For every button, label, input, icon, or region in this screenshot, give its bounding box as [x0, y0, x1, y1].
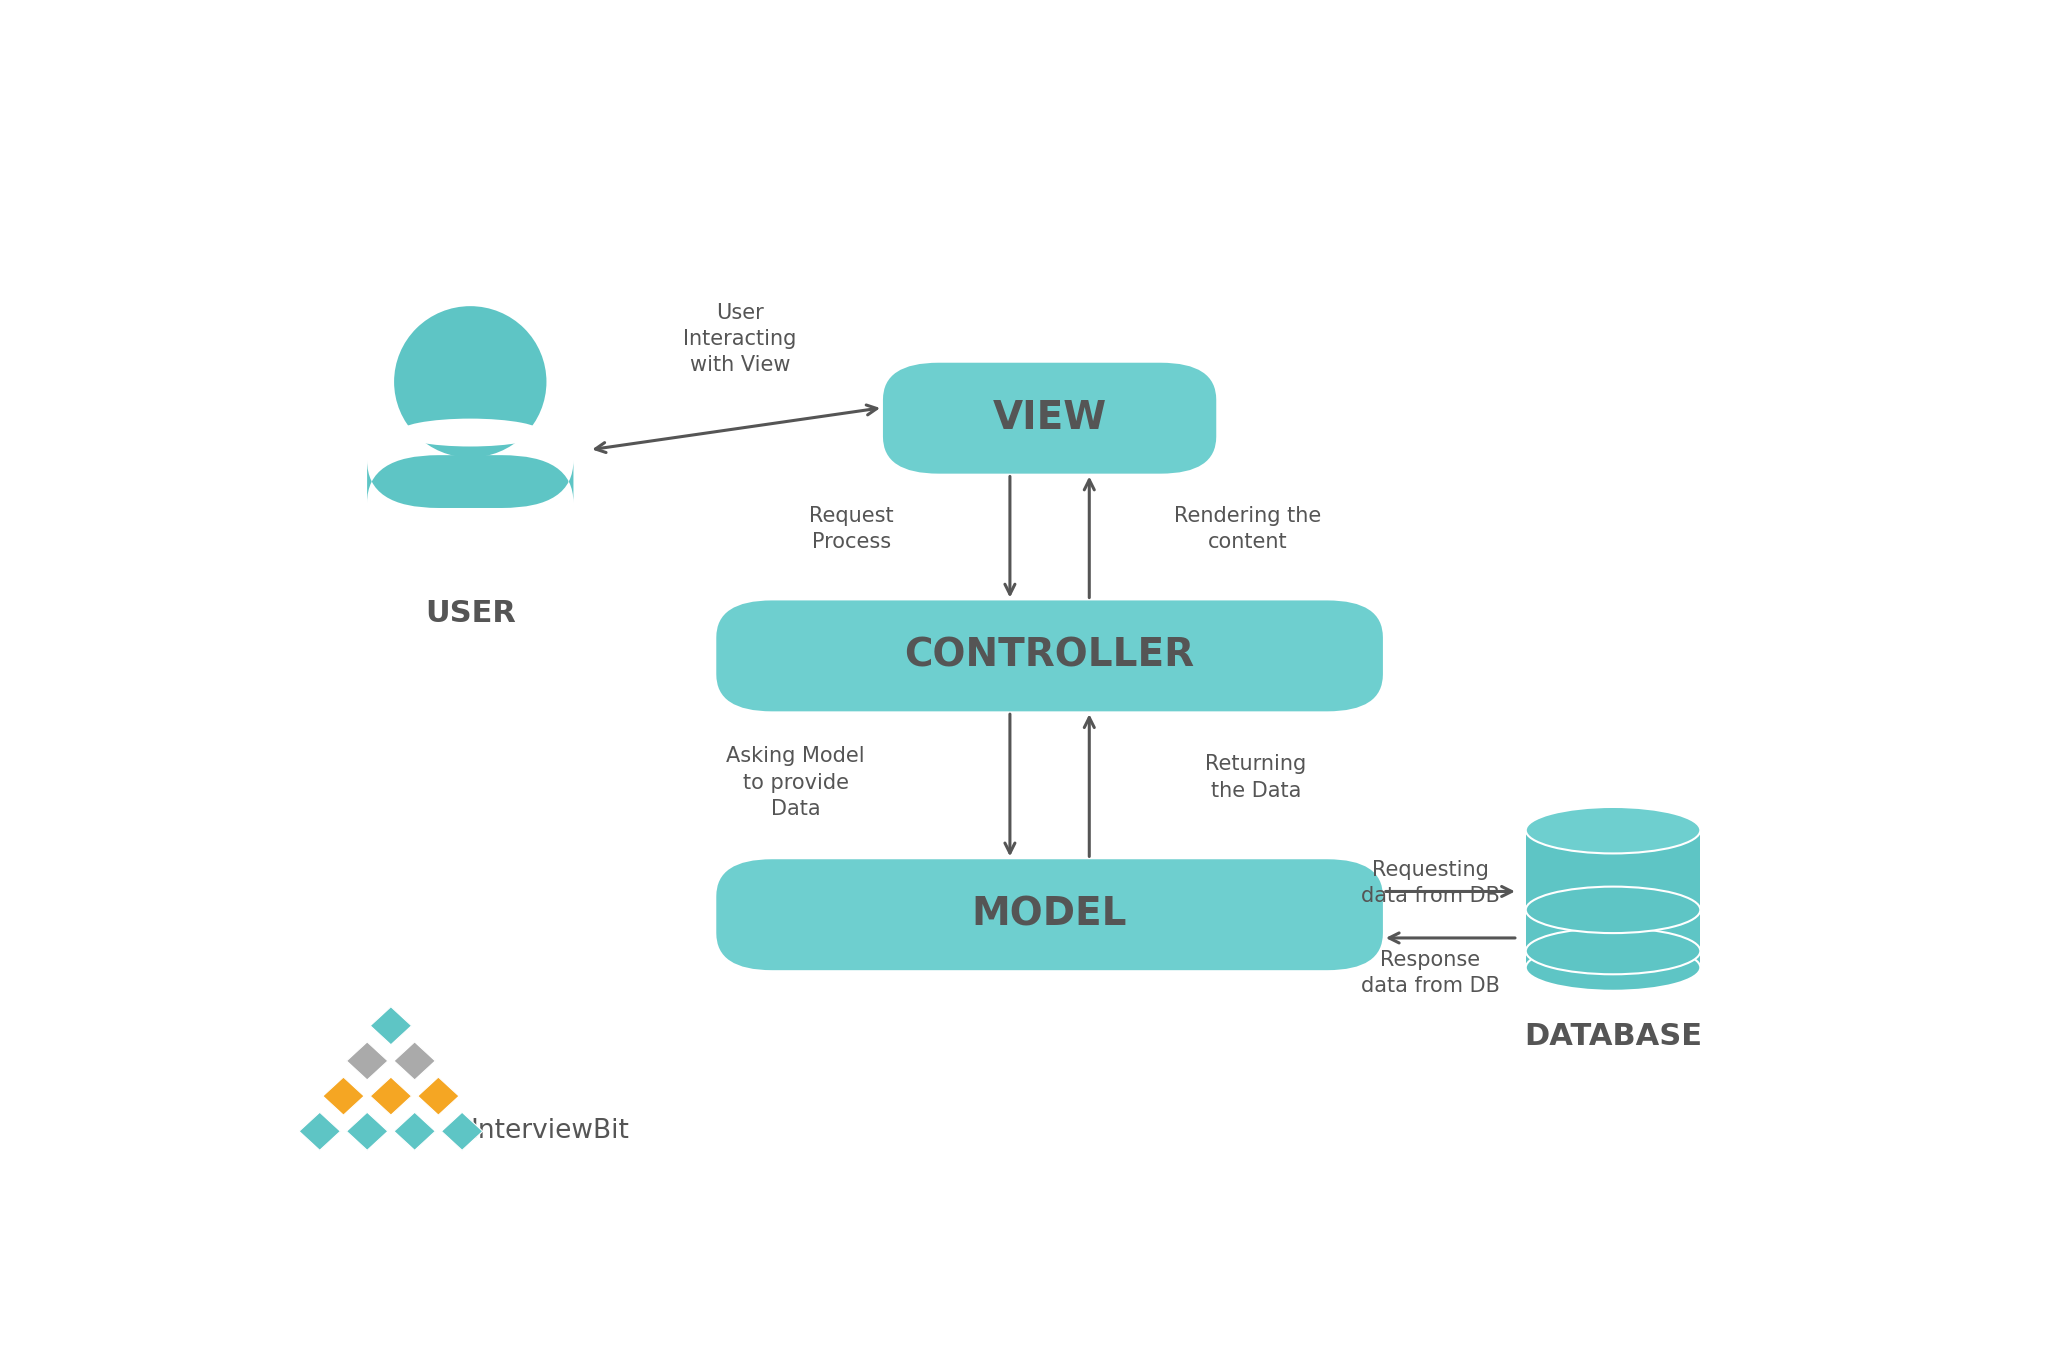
Ellipse shape	[397, 418, 543, 446]
Text: VIEW: VIEW	[993, 399, 1106, 438]
Text: MODEL: MODEL	[973, 896, 1126, 934]
Ellipse shape	[1526, 944, 1700, 991]
Text: Returning
the Data: Returning the Data	[1206, 755, 1307, 801]
Polygon shape	[299, 1113, 340, 1150]
Text: Rendering the
content: Rendering the content	[1174, 506, 1321, 553]
Polygon shape	[324, 1077, 365, 1115]
Polygon shape	[418, 1077, 459, 1115]
Text: Response
data from DB: Response data from DB	[1362, 949, 1499, 996]
Polygon shape	[442, 1113, 483, 1150]
Ellipse shape	[393, 306, 547, 457]
Polygon shape	[371, 1077, 412, 1115]
Text: Asking Model
to provide
Data: Asking Model to provide Data	[727, 746, 864, 819]
Ellipse shape	[1526, 807, 1700, 853]
FancyBboxPatch shape	[717, 601, 1382, 711]
Text: DATABASE: DATABASE	[1524, 1022, 1702, 1051]
Polygon shape	[393, 1113, 436, 1150]
Text: CONTROLLER: CONTROLLER	[905, 637, 1194, 675]
Ellipse shape	[1526, 886, 1700, 933]
Text: User
Interacting
with View: User Interacting with View	[684, 303, 797, 376]
Text: USER: USER	[424, 600, 516, 628]
Text: InterviewBit: InterviewBit	[471, 1118, 629, 1144]
FancyBboxPatch shape	[717, 859, 1382, 970]
Polygon shape	[346, 1113, 387, 1150]
Polygon shape	[346, 1041, 387, 1080]
Polygon shape	[371, 1007, 412, 1044]
Ellipse shape	[1526, 927, 1700, 974]
FancyBboxPatch shape	[367, 456, 573, 508]
Text: Requesting
data from DB: Requesting data from DB	[1362, 860, 1499, 907]
FancyBboxPatch shape	[883, 362, 1217, 473]
Bar	[1526, 830, 1700, 967]
Polygon shape	[393, 1041, 436, 1080]
Text: Request
Process: Request Process	[809, 506, 893, 553]
